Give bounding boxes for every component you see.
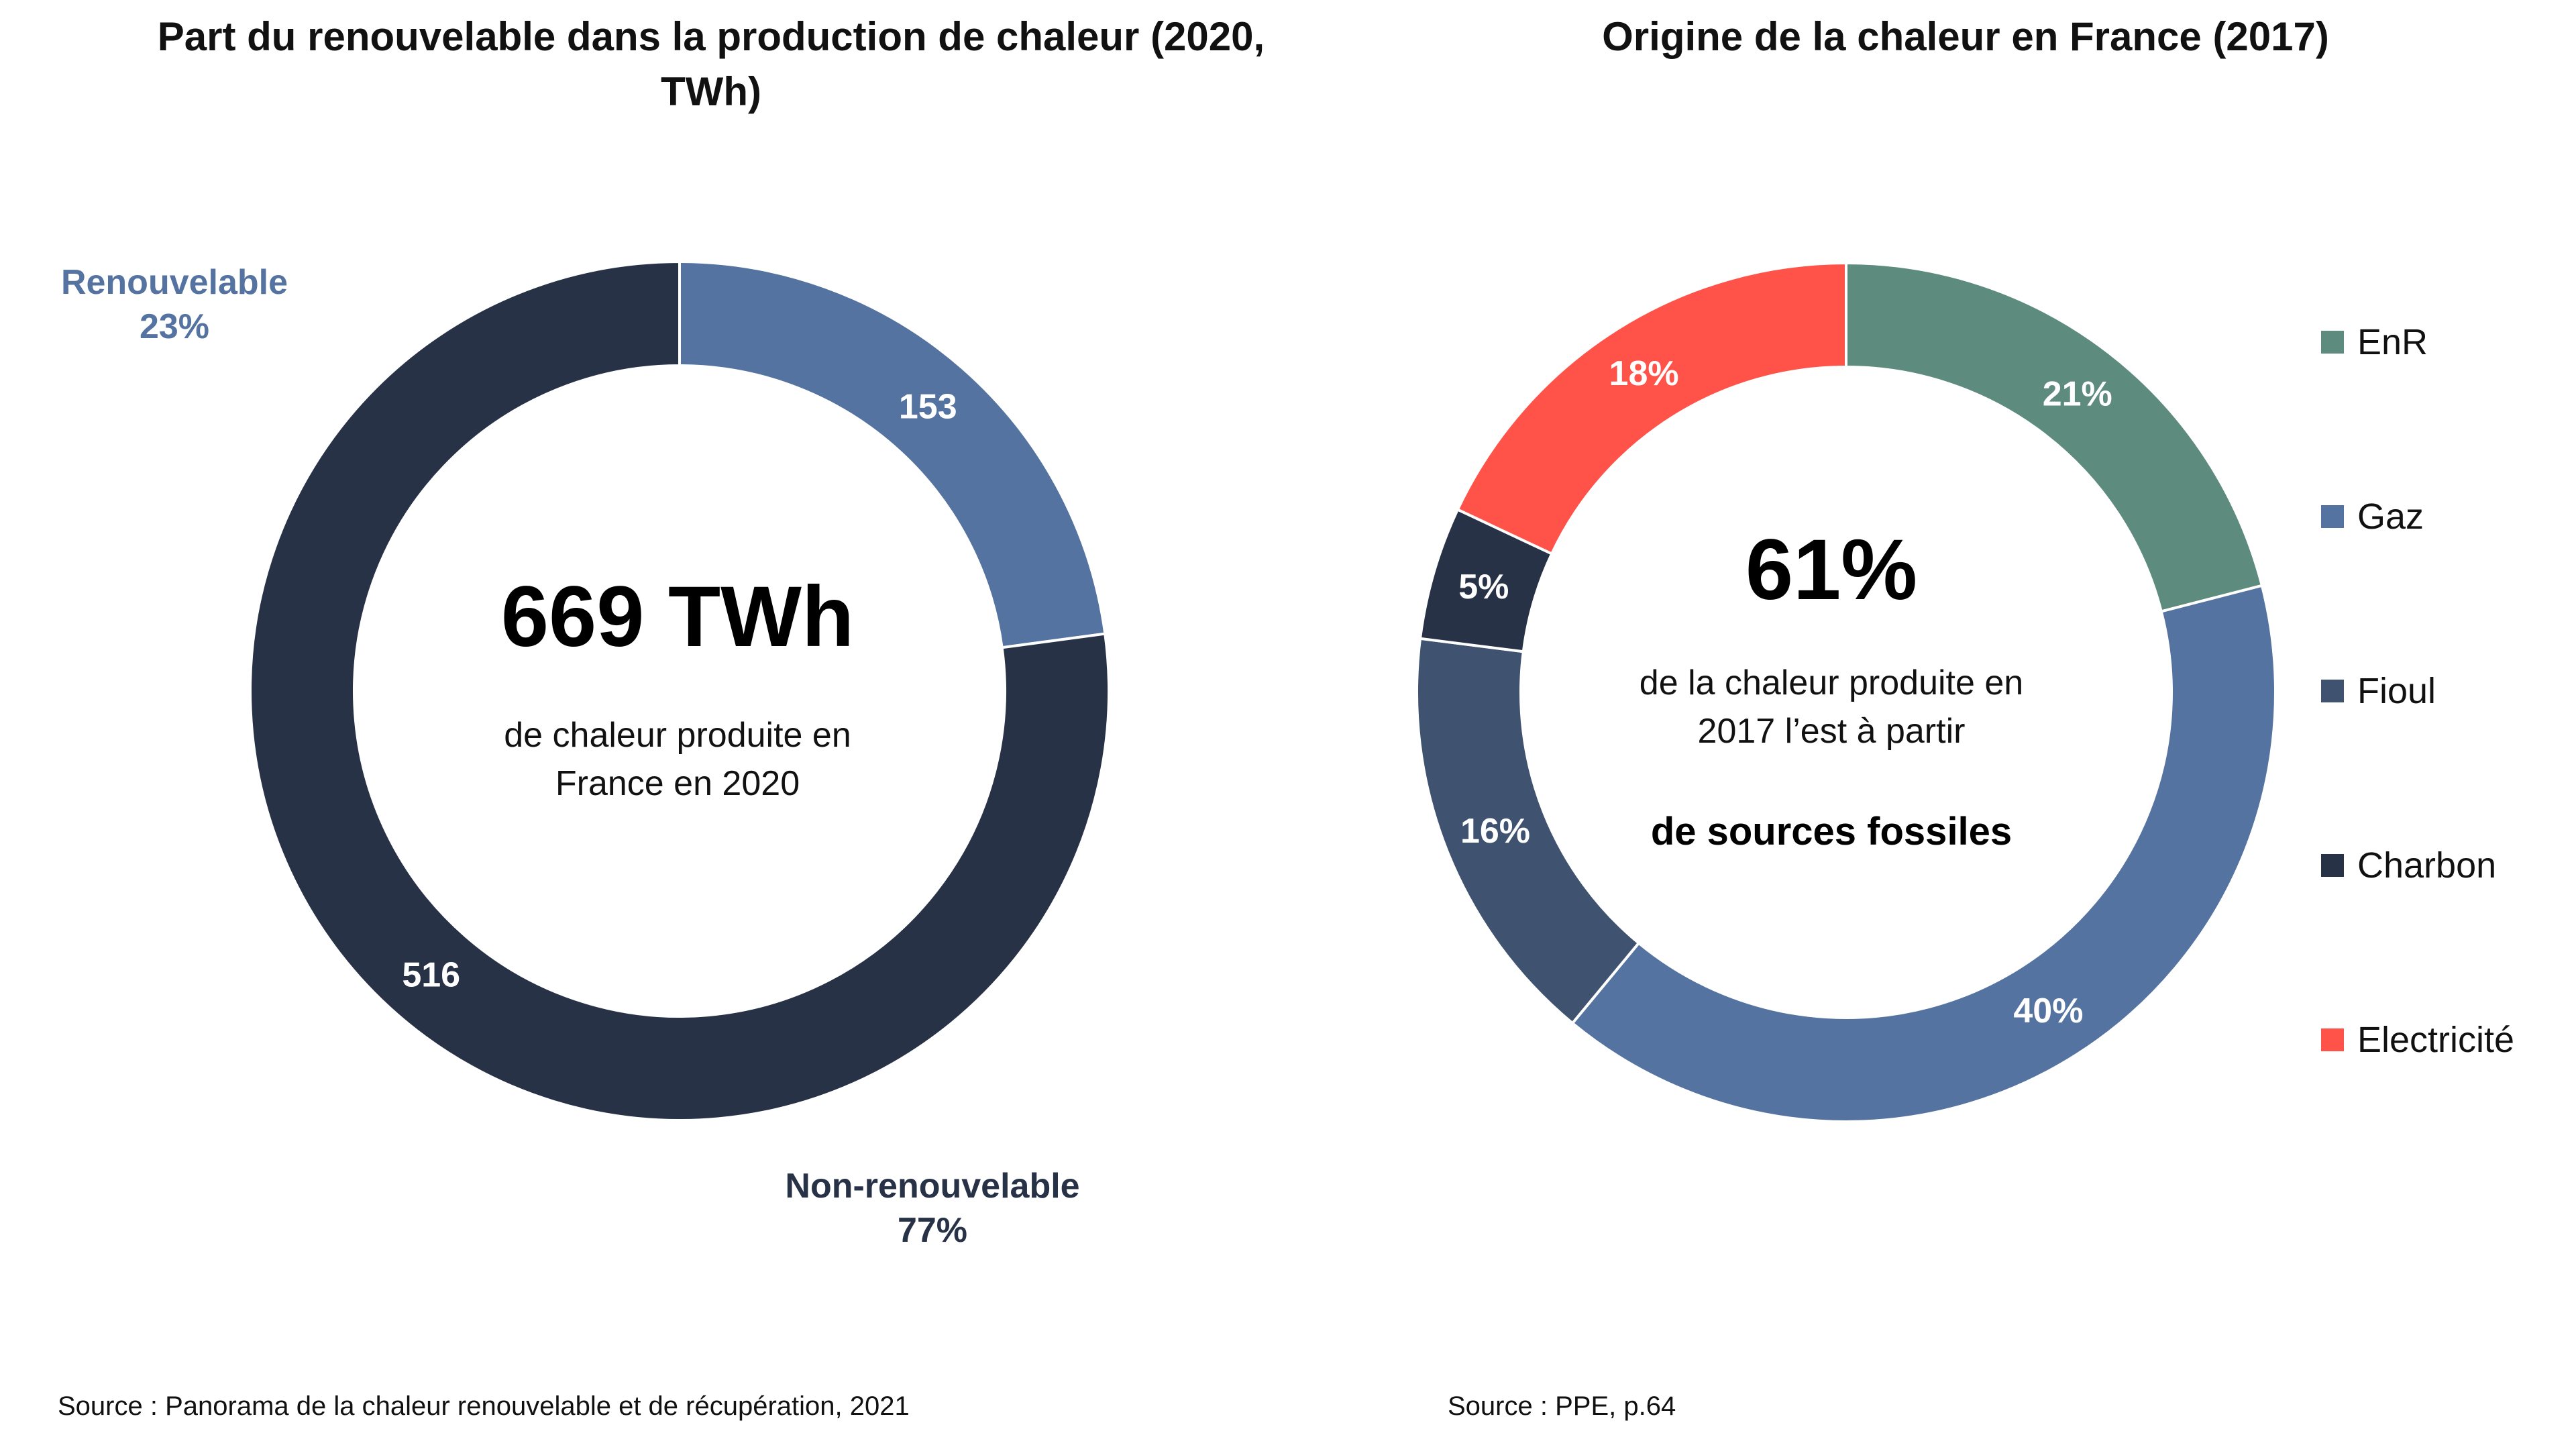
chart2-value-label-fioul: 16% <box>1460 812 1530 851</box>
chart2-slice-electricite <box>1456 261 1847 556</box>
chart2-center-line-1: de la chaleur produite en <box>1639 664 2024 702</box>
chart2-source: Source : PPE, p.64 <box>1448 1391 1676 1421</box>
chart1-title: Part du renouvelable dans la production … <box>157 14 1265 114</box>
chart2-legend-item-electricite: Electricité <box>2321 1013 2514 1067</box>
chart2-donut: 21% 40% 16% 5% 18% <box>1415 261 2277 1123</box>
chart2-legend-label-charbon: Charbon <box>2357 845 2497 886</box>
chart2-legend-label-fioul: Fioul <box>2357 671 2436 711</box>
chart1-value-label-renouvelable: 153 <box>899 388 957 427</box>
chart1-value-label-non-renouvelable: 516 <box>402 955 460 994</box>
non-renouvelable-share: 77% <box>897 1211 968 1250</box>
chart2-legend-item-enr: EnR <box>2321 315 2428 369</box>
renouvelable-share: 23% <box>139 307 210 346</box>
chart2-legend-item-charbon: Charbon <box>2321 839 2496 892</box>
chart1-slice-renouvelable <box>678 260 1107 649</box>
chart1-slice-non-renouvelable <box>249 260 1111 1122</box>
chart2-value-label-electricite: 18% <box>1609 354 1679 393</box>
chart2-legend-label-enr: EnR <box>2357 322 2428 362</box>
chart2-center-line-2: 2017 l’est à partir <box>1697 712 1966 751</box>
chart2-center-text: de la chaleur produite en 2017 l’est à p… <box>1523 659 2140 755</box>
chart2-value-label-enr: 21% <box>2043 375 2112 414</box>
chart1-category-label-non-renouvelable: Non-renouvelable 77% <box>704 1164 1161 1253</box>
chart1-category-label-renouvelable: Renouvelable 23% <box>13 260 335 349</box>
chart2-legend-label-electricite: Electricité <box>2357 1020 2515 1060</box>
chart2-center-headline: 61% <box>1745 522 1918 618</box>
chart2-legend-swatch-gaz <box>2321 505 2344 528</box>
chart2-center-bold-line: de sources fossiles <box>1650 810 2012 853</box>
chart1-center-line-2: France en 2020 <box>555 764 800 803</box>
chart1-center-text: de chaleur produite en France en 2020 <box>402 711 953 808</box>
chart2-value-label-charbon: 5% <box>1458 568 1509 606</box>
chart1-center-line-1: de chaleur produite en <box>504 716 851 755</box>
chart2-legend-swatch-electricite <box>2321 1028 2344 1051</box>
chart2-title: Origine de la chaleur en France (2017) <box>1602 14 2329 59</box>
chart1-center-headline: 669 TWh <box>500 569 855 665</box>
renouvelable-name: Renouvelable <box>60 263 288 302</box>
chart2-value-label-gaz: 40% <box>2013 992 2083 1030</box>
chart1-source: Source : Panorama de la chaleur renouvel… <box>58 1391 910 1421</box>
chart2-legend-swatch-charbon <box>2321 854 2344 877</box>
chart1-donut: 153 516 <box>249 260 1111 1122</box>
chart2-slice-enr <box>1845 261 2264 613</box>
chart2-slice-gaz <box>1570 584 2277 1123</box>
non-renouvelable-name: Non-renouvelable <box>785 1167 1080 1206</box>
chart2-legend-swatch-fioul <box>2321 680 2344 702</box>
chart2-legend-swatch-enr <box>2321 331 2344 354</box>
chart2-legend-item-gaz: Gaz <box>2321 490 2424 543</box>
chart2-legend-label-gaz: Gaz <box>2357 496 2424 537</box>
chart2-legend-item-fioul: Fioul <box>2321 664 2436 718</box>
